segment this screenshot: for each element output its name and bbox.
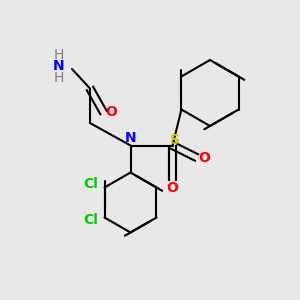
Text: H: H <box>53 49 64 62</box>
Text: H: H <box>53 71 64 85</box>
Text: O: O <box>105 106 117 119</box>
Text: O: O <box>198 151 210 164</box>
Text: N: N <box>53 59 64 73</box>
Text: Cl: Cl <box>84 178 98 191</box>
Text: Cl: Cl <box>84 214 98 227</box>
Text: O: O <box>167 181 178 194</box>
Text: S: S <box>170 133 180 147</box>
Text: N: N <box>125 131 136 145</box>
